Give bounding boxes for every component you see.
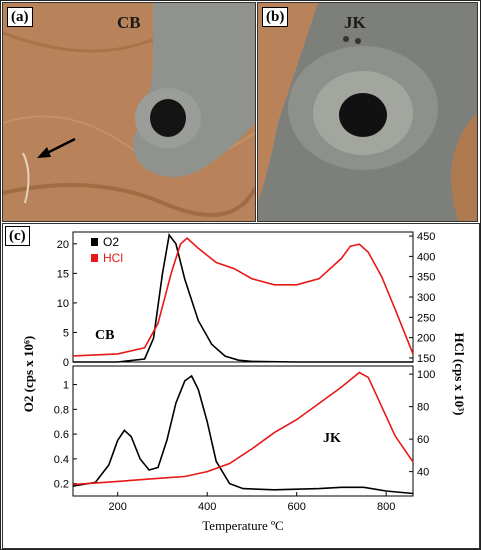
cb-rock-image (3, 3, 255, 221)
plot-area-cb (72, 231, 414, 363)
left-tick-label: 1 (63, 380, 69, 392)
legend-label-hcl: HCl (103, 251, 123, 265)
panel-c-label: (c) (5, 226, 30, 246)
panel-b-title: JK (344, 13, 366, 32)
left-tick-label: 0.2 (54, 479, 69, 491)
panel-a-label: (a) (7, 7, 33, 27)
series-o2-jk (72, 374, 414, 495)
x-tick-label: 200 (109, 501, 127, 513)
panel-a-title: CB (117, 13, 141, 32)
photo-jk-drill-hole: (b) JK (257, 2, 478, 222)
series-o2-cb (73, 233, 413, 363)
panel-b-label: (b) (262, 7, 289, 27)
right-tick-label: 200 (417, 333, 435, 345)
left-tick-label: 0.8 (54, 404, 69, 416)
right-tick-label: 350 (417, 272, 435, 284)
left-tick-label: 10 (57, 298, 69, 310)
photo-cb-drill-hole: (a) CB (2, 2, 256, 222)
evolved-gas-chart: 0 5 10 15 20 150 200 250 300 350 400 450 CB 0.2 0.4 0.6… (2, 223, 480, 549)
left-tick-label: 15 (57, 268, 69, 280)
left-tick-label: 20 (57, 239, 69, 251)
series-hcl-jk (72, 371, 414, 486)
chart-svg: 0 5 10 15 20 150 200 250 300 350 400 450 CB 0.2 0.4 0.6… (21, 231, 467, 533)
right-axis-label: HCl (cps x 10³) (452, 333, 467, 416)
right-tick-label: 40 (417, 467, 429, 479)
left-tick-label: 5 (63, 327, 69, 339)
jk-rock-image (258, 3, 477, 221)
x-tick-label: 600 (288, 501, 306, 513)
right-tick-label: 60 (417, 434, 429, 446)
right-tick-label: 450 (417, 231, 435, 243)
x-tick-label: 400 (198, 501, 216, 513)
plot-area-jk (72, 365, 414, 497)
right-tick-label: 150 (417, 353, 435, 365)
left-tick-label: 0.6 (54, 429, 69, 441)
right-tick-label: 400 (417, 251, 435, 263)
series-hcl-cb (72, 237, 414, 357)
right-tick-label: 250 (417, 312, 435, 324)
legend-swatch-hcl (91, 254, 98, 262)
left-tick-label: 0.4 (54, 454, 69, 466)
x-axis-label: Temperature ºC (202, 518, 283, 533)
left-tick-label: 0 (63, 357, 69, 369)
left-axis-label: O2 (cps x 10⁶) (21, 336, 36, 412)
legend-swatch-o2 (91, 238, 98, 246)
right-tick-label: 100 (417, 369, 435, 381)
sample-label-cb: CB (95, 328, 114, 343)
x-tick-label: 800 (377, 501, 395, 513)
right-tick-label: 80 (417, 402, 429, 414)
right-tick-label: 300 (417, 292, 435, 304)
legend-label-o2: O2 (103, 235, 119, 249)
sample-label-jk: JK (323, 431, 341, 446)
